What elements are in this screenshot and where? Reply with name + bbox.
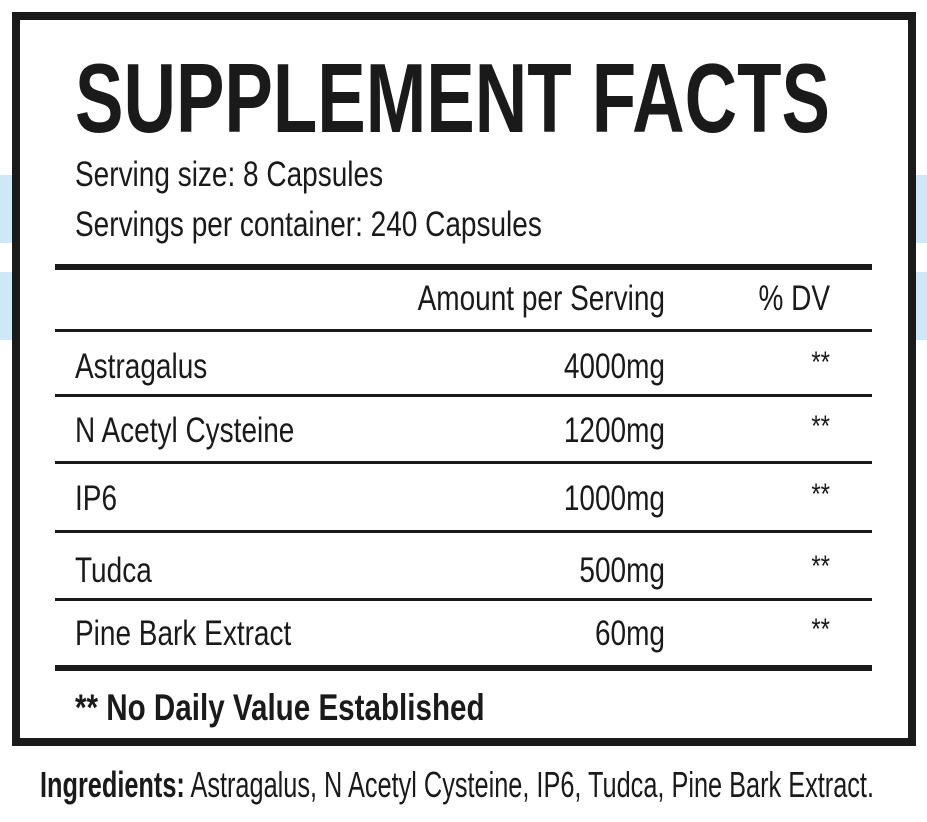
rule bbox=[55, 329, 872, 332]
amount: 60mg bbox=[595, 613, 665, 653]
serving-size: Serving size: 8 Capsules bbox=[75, 154, 383, 194]
amount: 500mg bbox=[579, 550, 665, 590]
rule-thick bbox=[55, 665, 872, 671]
ingredient-name: Astragalus bbox=[75, 346, 207, 386]
ingredient-name: N Acetyl Cysteine bbox=[75, 410, 294, 450]
daily-value: ** bbox=[811, 548, 830, 582]
daily-value: ** bbox=[811, 611, 830, 645]
rule bbox=[55, 530, 872, 533]
facts-box bbox=[12, 12, 916, 746]
ingredients-label: Ingredients: bbox=[40, 764, 185, 805]
rule bbox=[55, 598, 872, 601]
column-header: % DV bbox=[758, 278, 830, 318]
daily-value: ** bbox=[811, 476, 830, 510]
rule-thick bbox=[55, 264, 872, 270]
ingredients: Ingredients: Astragalus, N Acetyl Cystei… bbox=[40, 764, 874, 805]
stripe bbox=[916, 175, 927, 243]
column-header: Amount per Serving bbox=[418, 278, 665, 318]
daily-value: ** bbox=[811, 344, 830, 378]
rule bbox=[55, 461, 872, 464]
amount: 4000mg bbox=[564, 346, 665, 386]
amount: 1200mg bbox=[564, 410, 665, 450]
servings-per-container: Servings per container: 240 Capsules bbox=[75, 204, 542, 244]
footnote: ** No Daily Value Established bbox=[75, 688, 485, 729]
stripe bbox=[916, 272, 927, 340]
ingredient-name: Pine Bark Extract bbox=[75, 613, 291, 653]
ingredient-name: Tudca bbox=[75, 550, 152, 590]
ingredient-name: IP6 bbox=[75, 478, 117, 518]
rule bbox=[55, 394, 872, 397]
ingredients-text: Astragalus, N Acetyl Cysteine, IP6, Tudc… bbox=[190, 764, 874, 805]
stripe bbox=[0, 272, 12, 340]
daily-value: ** bbox=[811, 408, 830, 442]
stripe bbox=[0, 175, 12, 243]
title: SUPPLEMENT FACTS bbox=[75, 43, 830, 153]
amount: 1000mg bbox=[564, 478, 665, 518]
